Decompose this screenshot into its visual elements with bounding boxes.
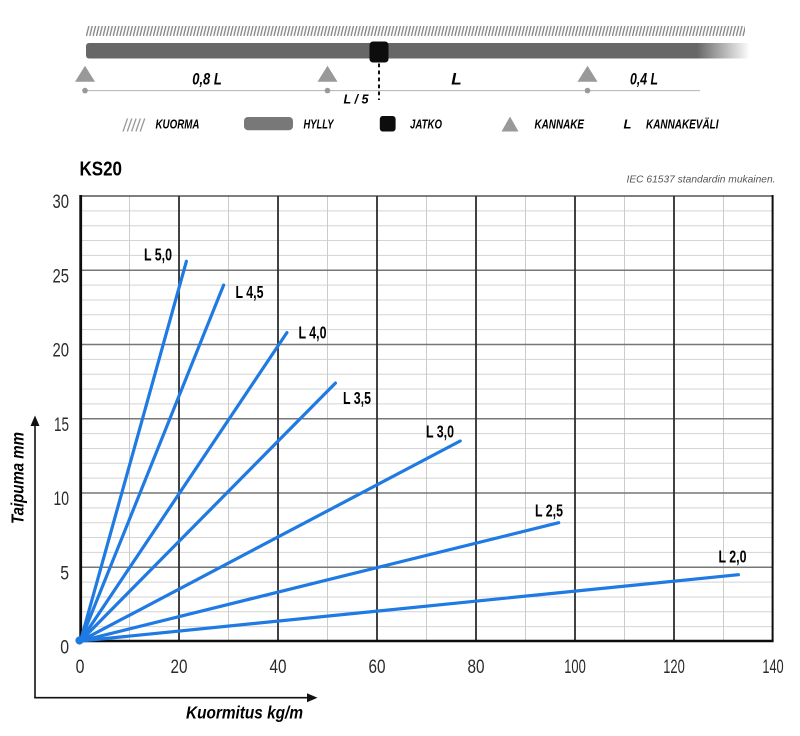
svg-text:20: 20 [171,656,188,678]
svg-text:KUORMA: KUORMA [156,117,200,132]
svg-text:5: 5 [60,562,69,584]
svg-text:L 4,5: L 4,5 [236,282,264,302]
svg-text:KS20: KS20 [80,159,123,181]
svg-text:L 3,0: L 3,0 [426,422,454,442]
svg-text:15: 15 [54,414,69,436]
svg-text:L: L [451,70,461,89]
svg-text:0: 0 [60,637,69,659]
svg-text:KANNAKEVÄLI: KANNAKEVÄLI [646,117,719,132]
svg-text:JATKO: JATKO [410,117,442,132]
svg-text:25: 25 [53,265,70,287]
svg-text:60: 60 [369,656,386,678]
svg-text:40: 40 [270,656,287,678]
svg-text:120: 120 [663,656,685,678]
svg-text:IEC 61537 standardin mukainen.: IEC 61537 standardin mukainen. [627,174,776,186]
svg-text:Kuormitus kg/m: Kuormitus kg/m [186,703,303,723]
svg-text:HYLLY: HYLLY [304,117,335,132]
svg-text:L 3,5: L 3,5 [343,388,371,408]
svg-text:KANNAKE: KANNAKE [535,117,585,132]
svg-text:30: 30 [53,191,70,213]
svg-text:0: 0 [76,656,85,678]
svg-text:L 2,5: L 2,5 [535,501,563,521]
svg-text:10: 10 [54,488,70,510]
svg-text:L: L [624,117,632,132]
svg-text:100: 100 [564,656,586,678]
svg-text:80: 80 [468,656,485,678]
svg-text:Taipuma mm: Taipuma mm [8,432,28,524]
svg-text:0,8 L: 0,8 L [192,70,222,89]
svg-text:140: 140 [762,656,783,678]
svg-text:20: 20 [53,340,70,362]
svg-text:L 5,0: L 5,0 [144,244,172,264]
svg-text:L / 5: L / 5 [344,92,370,107]
svg-text:L 2,0: L 2,0 [719,547,747,567]
svg-text:L 4,0: L 4,0 [299,323,327,343]
svg-text:0,4 L: 0,4 L [630,70,658,89]
